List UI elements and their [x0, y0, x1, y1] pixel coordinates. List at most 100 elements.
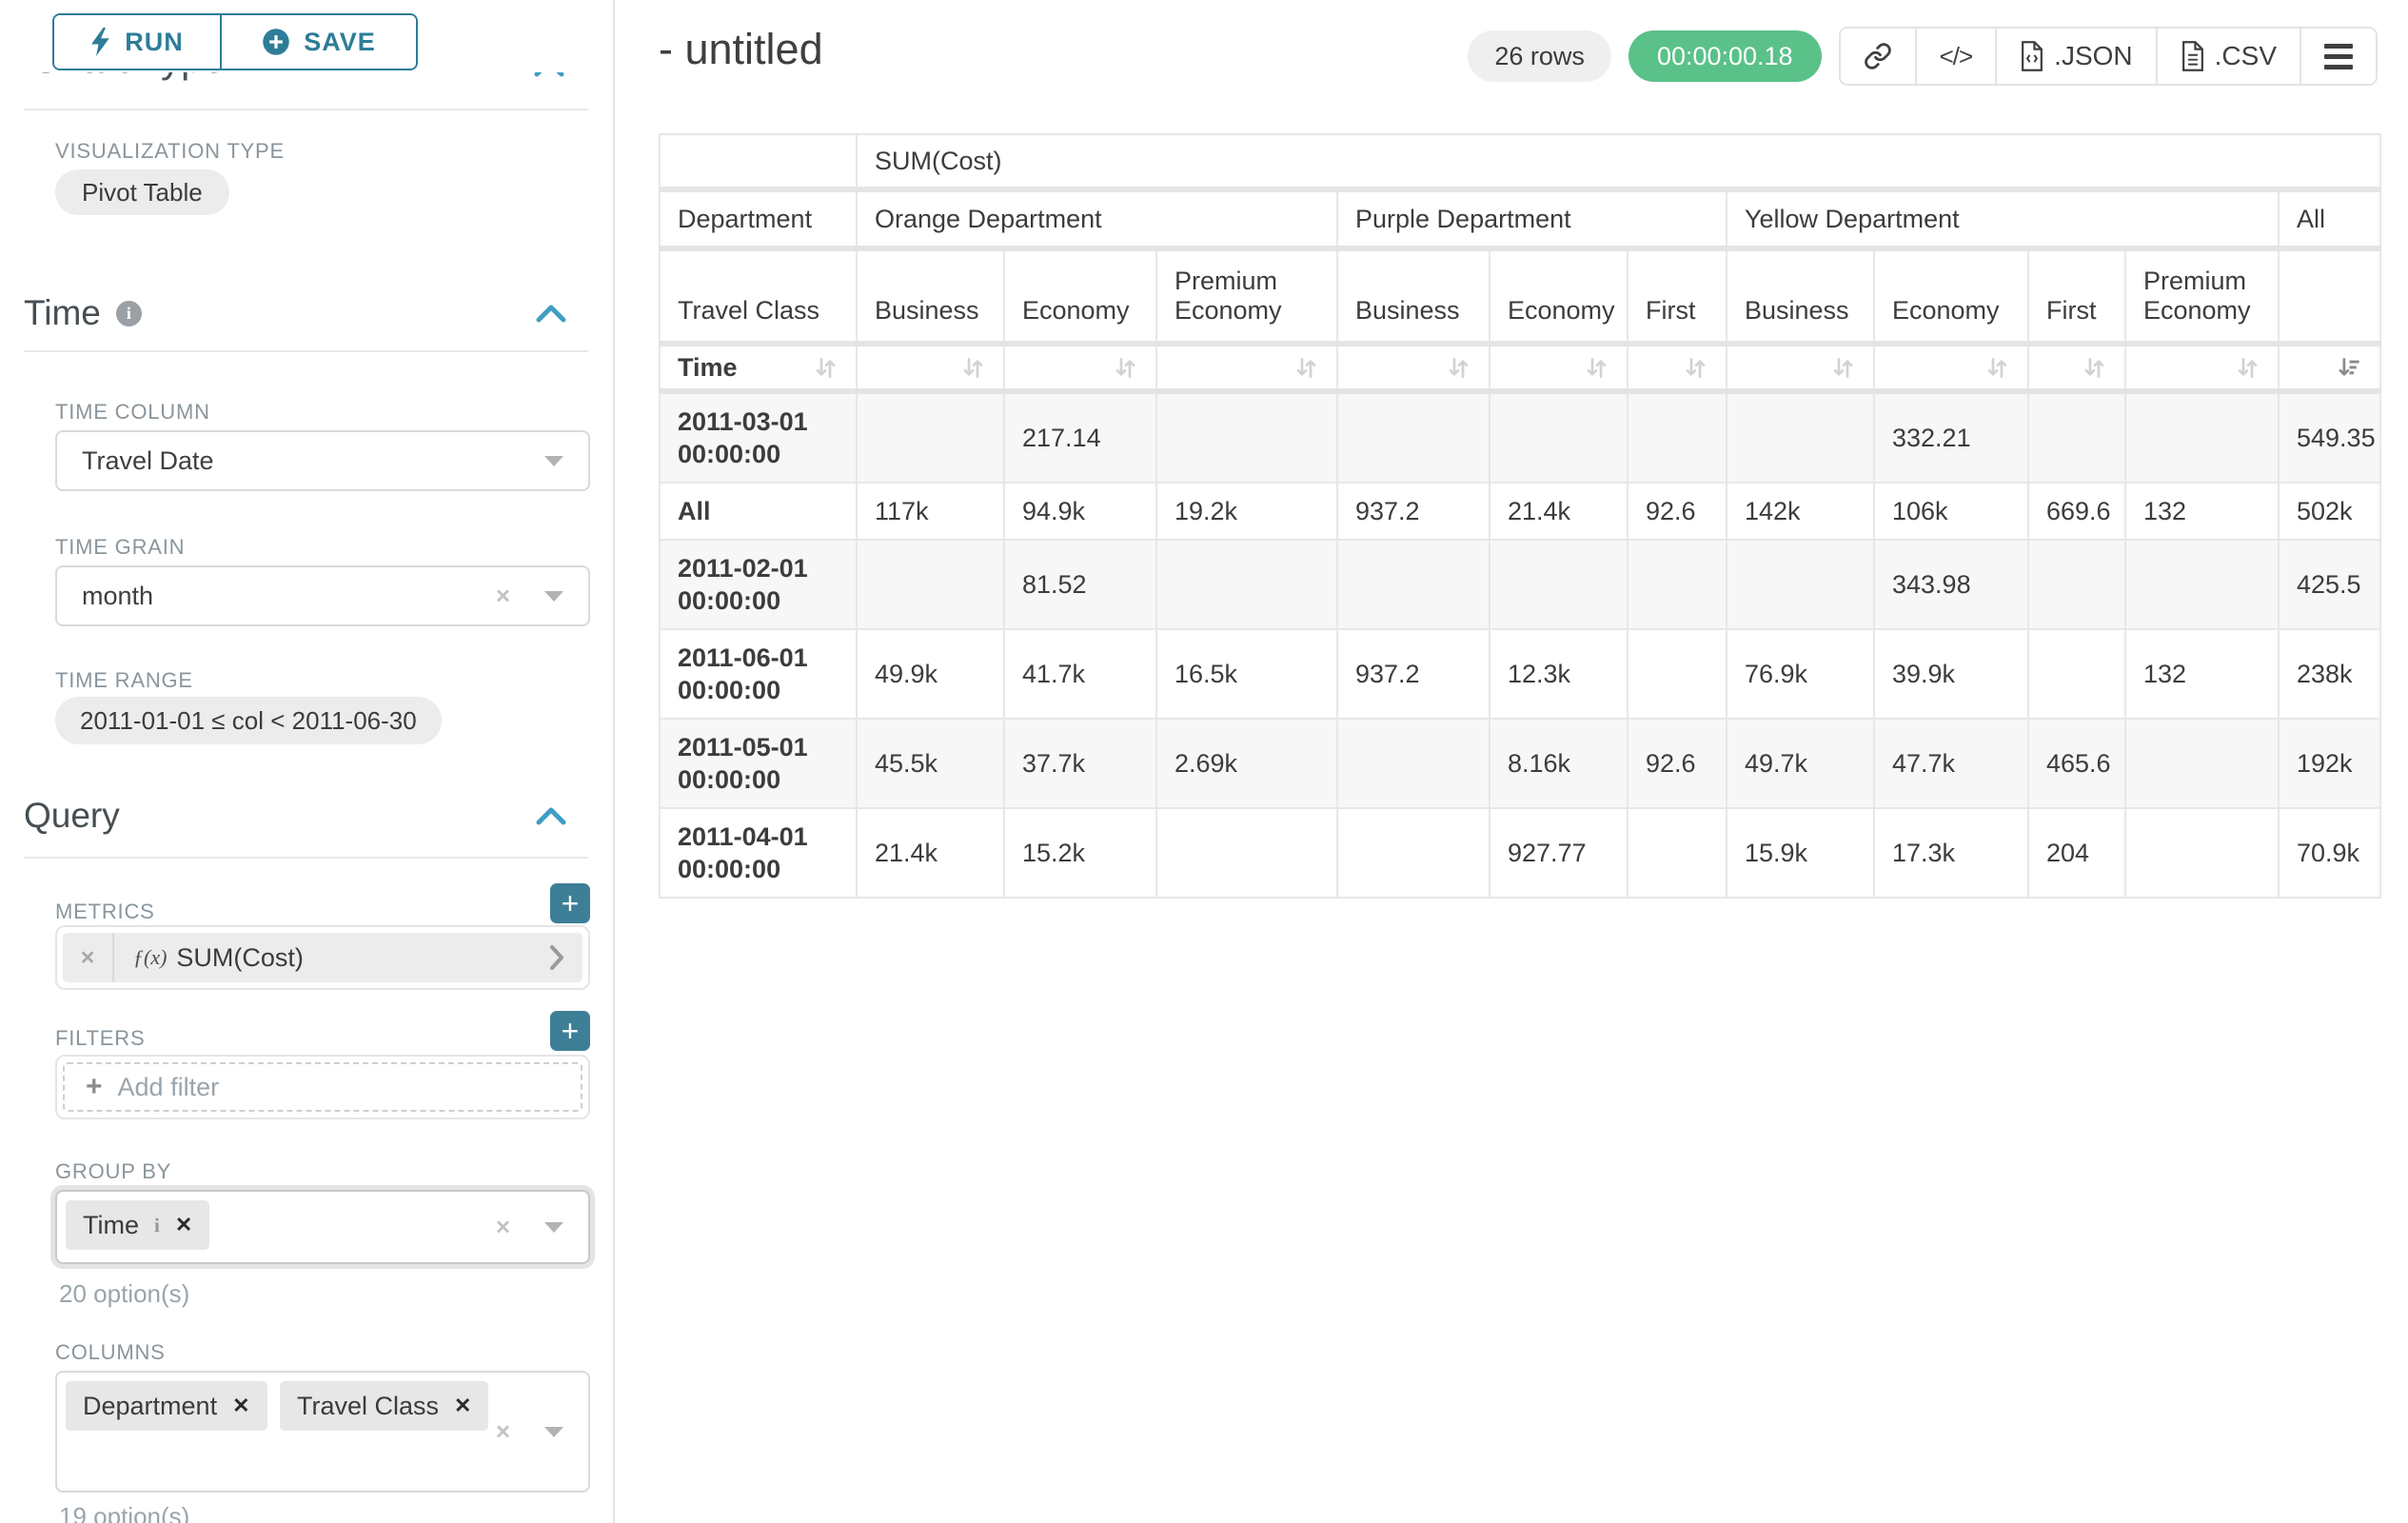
metric-header-cell: SUM(Cost): [857, 134, 2380, 189]
value-cell: 21.4k: [857, 808, 1004, 898]
travel-class-header-cell: Business: [1727, 248, 1874, 344]
sort-header[interactable]: [2125, 344, 2279, 391]
remove-tag-icon[interactable]: ✕: [454, 1394, 471, 1418]
table-row: 2011-05-01 00:00:0045.5k37.7k2.69k8.16k9…: [660, 719, 2380, 808]
value-cell: [1628, 540, 1727, 629]
travel-class-header-row: Travel ClassBusinessEconomyPremium Econo…: [660, 248, 2380, 344]
export-csv-button[interactable]: .CSV: [2156, 29, 2299, 84]
remove-tag-icon[interactable]: ✕: [175, 1213, 192, 1237]
value-cell: 117k: [857, 483, 1004, 540]
add-filter-button[interactable]: + Add filter: [63, 1062, 582, 1112]
value-cell: [2125, 719, 2279, 808]
value-cell: 927.77: [1490, 808, 1628, 898]
chevron-down-icon[interactable]: [544, 1427, 563, 1437]
query-timer-badge: 00:00:00.18: [1628, 30, 1822, 82]
menu-button[interactable]: [2299, 29, 2376, 84]
sort-header[interactable]: [1628, 344, 1727, 391]
clear-icon[interactable]: ×: [496, 582, 510, 611]
chart-header-controls: 26 rows 00:00:00.18 </> .JSON: [1468, 27, 2378, 86]
save-button[interactable]: SAVE: [222, 15, 416, 69]
time-column-select[interactable]: Travel Date: [55, 430, 590, 491]
time-section-collapse-chevron-icon[interactable]: [535, 303, 567, 324]
add-filter-plus-button[interactable]: +: [550, 1011, 590, 1051]
sort-header[interactable]: [2028, 344, 2125, 391]
sort-header[interactable]: [1727, 344, 1874, 391]
value-cell: [1727, 540, 1874, 629]
value-cell: 16.5k: [1156, 629, 1337, 719]
info-icon[interactable]: i: [154, 1214, 160, 1237]
group-by-label: GROUP BY: [55, 1159, 171, 1184]
value-cell: [1490, 391, 1628, 483]
value-cell: 70.9k: [2279, 808, 2380, 898]
time-range-pill[interactable]: 2011-01-01 ≤ col < 2011-06-30: [55, 697, 442, 744]
json-file-icon: [2020, 41, 2044, 71]
sort-header[interactable]: [1004, 344, 1156, 391]
sort-header[interactable]: [1490, 344, 1628, 391]
metric-name: SUM(Cost): [176, 943, 304, 973]
export-json-button[interactable]: .JSON: [1995, 29, 2155, 84]
run-button[interactable]: RUN: [54, 15, 222, 69]
value-cell: 8.16k: [1490, 719, 1628, 808]
sort-header[interactable]: [1156, 344, 1337, 391]
travel-class-header-cell: [2279, 248, 2380, 344]
columns-options-hint: 19 option(s): [59, 1502, 189, 1523]
value-cell: 76.9k: [1727, 629, 1874, 719]
query-section-heading: Query: [24, 796, 120, 836]
corner-cell: [660, 134, 857, 189]
sort-header[interactable]: [1874, 344, 2028, 391]
share-link-button[interactable]: [1841, 29, 1915, 84]
value-cell: 39.9k: [1874, 629, 2028, 719]
table-row: 2011-02-01 00:00:0081.52343.98425.5: [660, 540, 2380, 629]
remove-tag-icon[interactable]: ✕: [232, 1394, 249, 1418]
sort-header[interactable]: [1337, 344, 1490, 391]
value-cell: [1628, 629, 1727, 719]
columns-label: COLUMNS: [55, 1340, 166, 1365]
value-cell: [2125, 540, 2279, 629]
value-cell: 142k: [1727, 483, 1874, 540]
chevron-right-icon[interactable]: [531, 943, 582, 972]
value-cell: 937.2: [1337, 629, 1490, 719]
value-cell: 425.5: [2279, 540, 2380, 629]
row-label: 2011-05-01 00:00:00: [660, 719, 857, 808]
group-by-options-hint: 20 option(s): [59, 1279, 189, 1309]
travel-class-row-label-cell: Travel Class: [660, 248, 857, 344]
department-header-cell: All: [2279, 189, 2380, 248]
query-section-collapse-chevron-icon[interactable]: [535, 805, 567, 826]
value-cell: 92.6: [1628, 483, 1727, 540]
row-label: 2011-03-01 00:00:00: [660, 391, 857, 483]
clear-icon[interactable]: ×: [496, 1213, 510, 1242]
value-cell: 132: [2125, 629, 2279, 719]
value-cell: [1727, 391, 1874, 483]
value-cell: [1337, 719, 1490, 808]
metric-pill[interactable]: × ƒ(x) SUM(Cost): [63, 933, 582, 982]
remove-metric-icon[interactable]: ×: [63, 933, 114, 982]
value-cell: 15.2k: [1004, 808, 1156, 898]
row-label: 2011-02-01 00:00:00: [660, 540, 857, 629]
time-range-label: TIME RANGE: [55, 668, 193, 693]
chevron-down-icon[interactable]: [544, 591, 563, 602]
sort-header[interactable]: [2279, 344, 2380, 391]
table-row: All117k94.9k19.2k937.221.4k92.6142k106k6…: [660, 483, 2380, 540]
sort-icon: [1683, 355, 1708, 381]
group-by-select[interactable]: Time i ✕ ×: [55, 1190, 590, 1264]
metrics-label: METRICS: [55, 900, 155, 924]
chevron-down-icon[interactable]: [544, 1222, 563, 1233]
clear-icon[interactable]: ×: [496, 1417, 510, 1447]
columns-select[interactable]: Department ✕ Travel Class ✕ ×: [55, 1371, 590, 1493]
add-metric-button[interactable]: +: [550, 883, 590, 923]
time-sort-header[interactable]: Time: [660, 344, 857, 391]
sort-header[interactable]: [857, 344, 1004, 391]
filters-box: + Add filter: [55, 1055, 590, 1119]
visualization-type-pill[interactable]: Pivot Table: [55, 169, 229, 215]
view-query-button[interactable]: </>: [1915, 29, 1996, 84]
pivot-table-container: SUM(Cost)DepartmentOrange DepartmentPurp…: [659, 133, 2378, 899]
value-cell: [1337, 391, 1490, 483]
run-save-button-group: RUN SAVE: [52, 13, 418, 70]
department-header-cell: Orange Department: [857, 189, 1337, 248]
time-grain-select[interactable]: month ×: [55, 565, 590, 626]
value-cell: 217.14: [1004, 391, 1156, 483]
chevron-down-icon[interactable]: [544, 456, 563, 466]
value-cell: [1156, 391, 1337, 483]
info-icon[interactable]: i: [116, 301, 142, 326]
chart-title[interactable]: - untitled: [659, 25, 823, 74]
